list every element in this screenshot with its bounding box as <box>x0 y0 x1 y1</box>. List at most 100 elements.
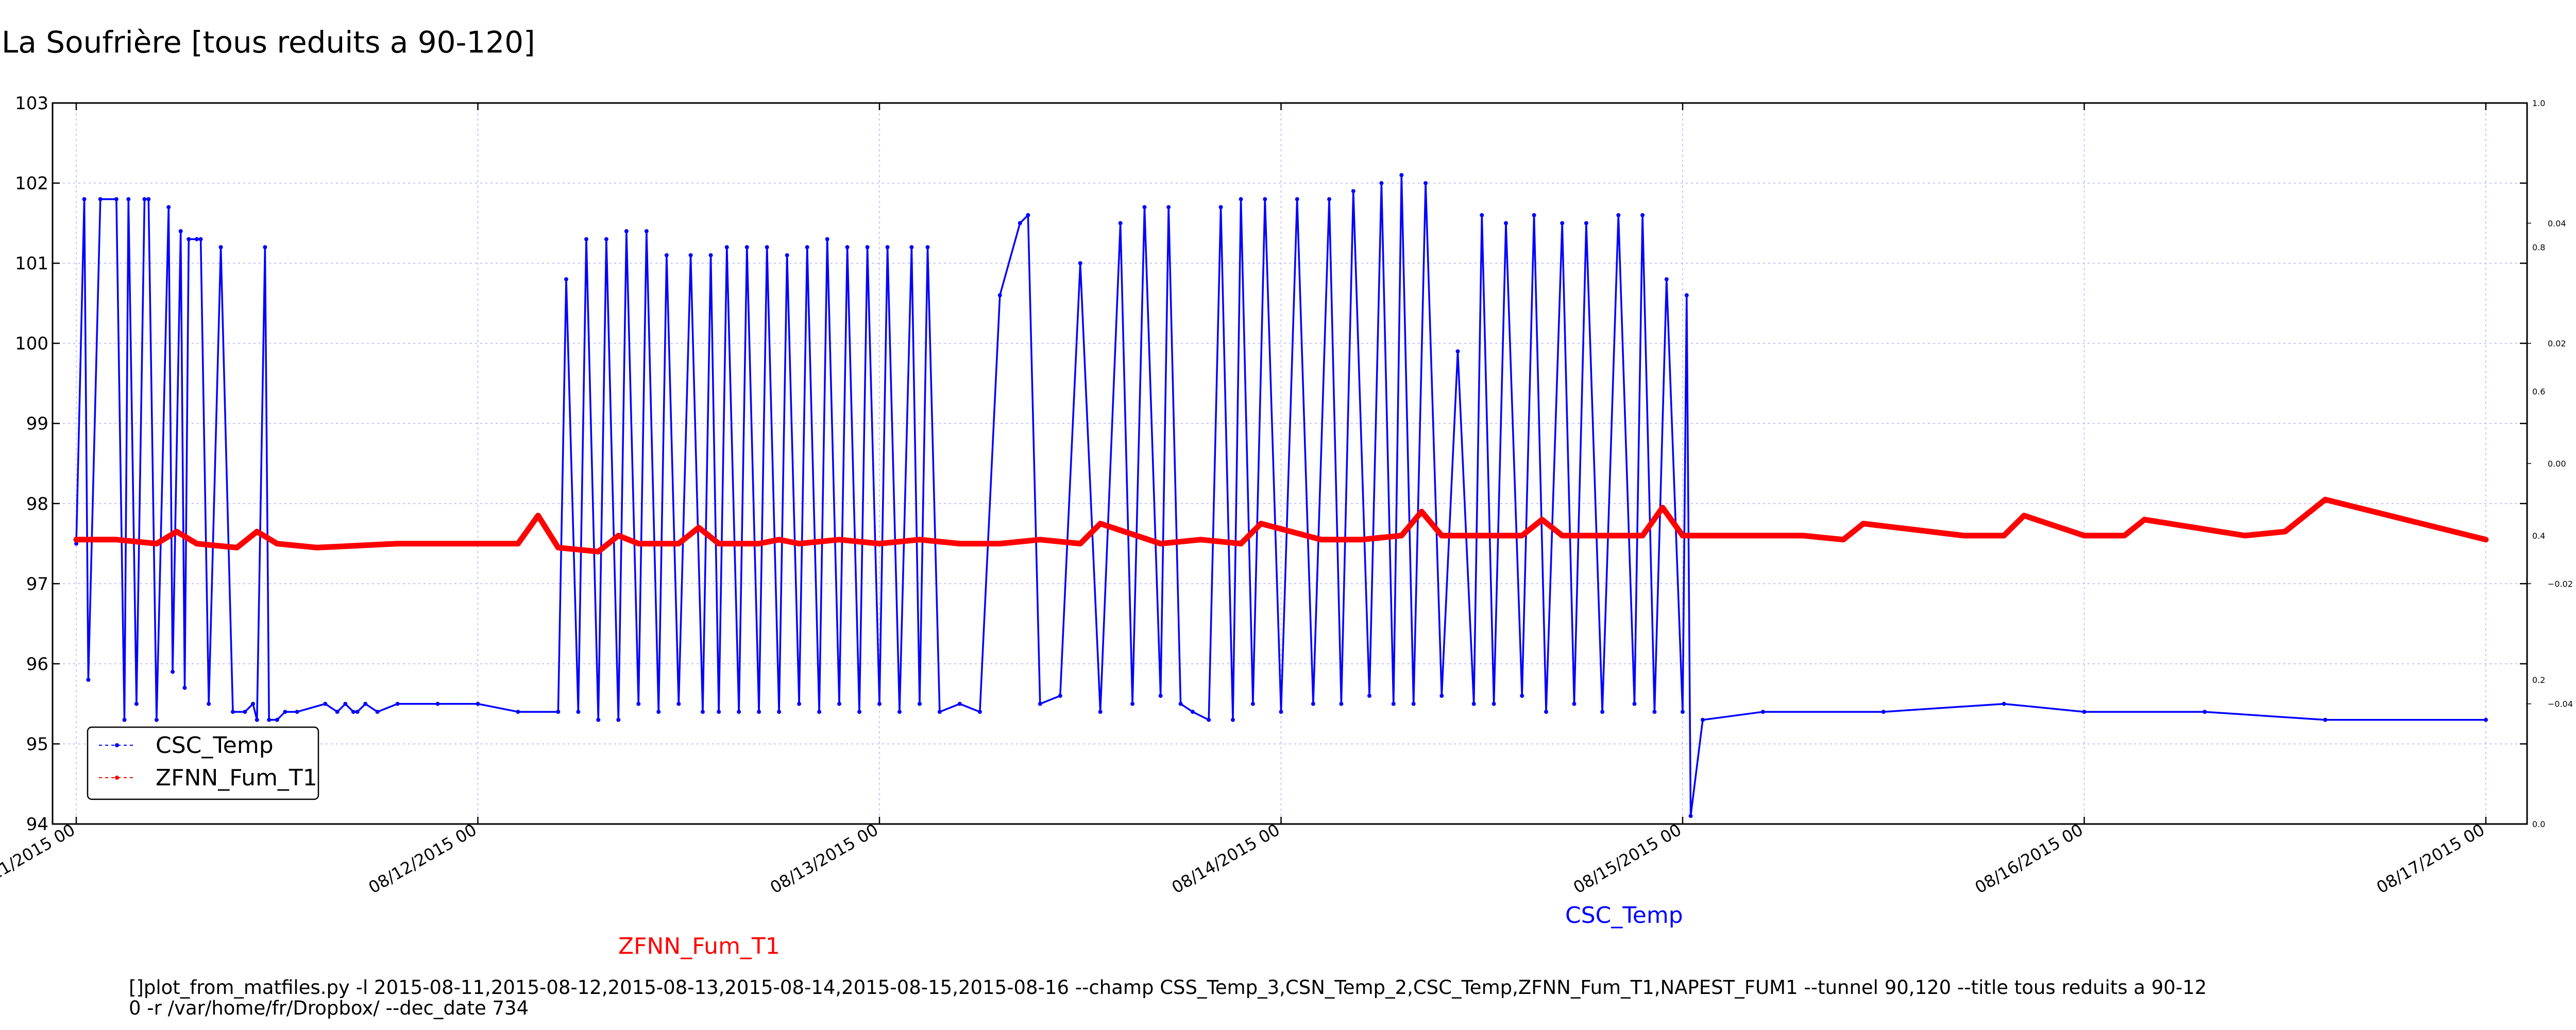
data-point-ZFNN_Fum_T1 <box>636 541 641 546</box>
data-point-CSC_Temp <box>556 710 561 714</box>
data-point-CSC_Temp <box>263 245 267 249</box>
data-point-CSC_Temp <box>708 253 713 258</box>
data-point-CSC_Temp <box>1881 710 1886 714</box>
y2-inner-tick-label: 0.04 <box>2548 218 2566 228</box>
data-point-ZFNN_Fum_T1 <box>2242 533 2248 538</box>
data-point-CSC_Temp <box>2323 717 2328 722</box>
data-point-CSC_Temp <box>644 229 649 233</box>
data-point-CSC_Temp <box>2082 710 2087 714</box>
y2-outer-tick-label: 0.0 <box>2532 819 2545 829</box>
data-point-CSC_Temp <box>351 710 355 714</box>
data-point-CSC_Temp <box>857 710 861 714</box>
data-point-CSC_Temp <box>171 670 175 674</box>
data-point-ZFNN_Fum_T1 <box>2081 533 2087 538</box>
data-point-CSC_Temp <box>335 710 340 714</box>
series-layer <box>73 173 2489 818</box>
data-point-CSC_Temp <box>126 197 131 201</box>
data-point-CSC_Temp <box>1231 717 1235 722</box>
data-point-ZFNN_Fum_T1 <box>2142 517 2147 522</box>
chart-title: La Soufrière [tous reduits a 90-120] <box>2 25 535 60</box>
data-point-CSC_Temp <box>997 293 1002 298</box>
data-point-CSC_Temp <box>187 237 191 242</box>
data-point-CSC_Temp <box>194 237 199 242</box>
data-point-CSC_Temp <box>701 710 705 714</box>
data-point-ZFNN_Fum_T1 <box>616 533 621 538</box>
data-point-CSC_Temp <box>243 710 247 714</box>
data-point-CSC_Temp <box>1600 710 1605 714</box>
data-point-CSC_Temp <box>1250 701 1255 706</box>
data-point-CSC_Temp <box>805 245 809 249</box>
data-point-CSC_Temp <box>1263 197 1267 201</box>
data-point-ZFNN_Fum_T1 <box>1800 533 1806 538</box>
data-point-CSC_Temp <box>295 710 299 714</box>
data-point-CSC_Temp <box>1455 349 1460 354</box>
data-point-ZFNN_Fum_T1 <box>113 537 119 542</box>
data-point-CSC_Temp <box>1760 710 1765 714</box>
y-tick-label: 95 <box>26 734 48 754</box>
data-point-CSC_Temp <box>1379 181 1384 185</box>
data-point-ZFNN_Fum_T1 <box>1519 533 1525 538</box>
data-point-CSC_Temp <box>957 701 962 706</box>
data-point-ZFNN_Fum_T1 <box>596 549 601 555</box>
legend-label-csc: CSC_Temp <box>156 732 274 759</box>
data-point-CSC_Temp <box>1423 181 1428 185</box>
data-point-CSC_Temp <box>516 710 520 714</box>
legend-marker-csc <box>115 743 119 747</box>
data-point-CSC_Temp <box>182 685 187 690</box>
data-point-ZFNN_Fum_T1 <box>2282 529 2288 535</box>
data-point-ZFNN_Fum_T1 <box>1077 541 1083 546</box>
data-point-ZFNN_Fum_T1 <box>2483 537 2488 542</box>
data-point-CSC_Temp <box>2202 710 2207 714</box>
data-point-CSC_Temp <box>198 237 203 242</box>
data-point-CSC_Temp <box>267 717 272 722</box>
data-point-ZFNN_Fum_T1 <box>555 545 561 551</box>
data-point-CSC_Temp <box>1279 710 1283 714</box>
data-point-CSC_Temp <box>283 710 287 714</box>
data-point-ZFNN_Fum_T1 <box>1640 533 1646 538</box>
y-axis: 94 95 96 97 98 99 100 101 102 103 <box>15 93 2527 835</box>
data-point-CSC_Temp <box>1130 701 1135 706</box>
x-tick-label: 08/17/2015 00 <box>2373 820 2488 898</box>
legend-marker-zfnn <box>115 776 119 780</box>
data-point-CSC_Temp <box>564 277 568 282</box>
data-point-CSC_Temp <box>207 701 211 706</box>
caption-csc: CSC_Temp <box>1565 902 1683 929</box>
data-point-CSC_Temp <box>845 245 850 249</box>
data-point-ZFNN_Fum_T1 <box>254 529 260 535</box>
y-tick-label: 100 <box>15 334 48 354</box>
data-point-CSC_Temp <box>584 237 588 242</box>
data-point-ZFNN_Fum_T1 <box>1158 541 1163 546</box>
data-point-ZFNN_Fum_T1 <box>1359 537 1364 542</box>
x-axis: 08/11/2015 00 08/12/2015 00 08/13/2015 00 0… <box>0 103 2488 898</box>
y-tick-label: 101 <box>15 253 48 274</box>
data-point-CSC_Temp <box>1351 189 1355 194</box>
data-point-CSC_Temp <box>1688 814 1693 818</box>
data-point-CSC_Temp <box>375 710 380 714</box>
data-point-ZFNN_Fum_T1 <box>535 513 541 519</box>
legend-box <box>87 726 319 800</box>
data-point-CSC_Temp <box>777 710 782 714</box>
data-point-CSC_Temp <box>624 229 629 233</box>
data-point-ZFNN_Fum_T1 <box>756 541 762 546</box>
x-tick-label: 08/12/2015 00 <box>365 820 480 898</box>
data-point-ZFNN_Fum_T1 <box>997 541 1003 546</box>
data-point-CSC_Temp <box>1018 221 1022 226</box>
data-point-CSC_Temp <box>688 253 693 258</box>
data-point-ZFNN_Fum_T1 <box>1419 509 1425 514</box>
data-point-CSC_Temp <box>98 197 103 201</box>
data-point-ZFNN_Fum_T1 <box>1539 517 1545 522</box>
data-point-CSC_Temp <box>1504 221 1508 226</box>
data-point-CSC_Temp <box>363 701 368 706</box>
y2-inner-tick-label: 0.00 <box>2548 459 2566 469</box>
data-point-ZFNN_Fum_T1 <box>2021 513 2027 519</box>
data-point-ZFNN_Fum_T1 <box>1258 521 1264 526</box>
data-point-CSC_Temp <box>1632 701 1637 706</box>
x-tick-label: 08/15/2015 00 <box>1570 820 1685 898</box>
data-point-CSC_Temp <box>1471 701 1476 706</box>
data-point-CSC_Temp <box>1058 694 1062 698</box>
command-line-1: []plot_from_matfiles.py -l 2015-08-11,20… <box>129 976 2207 999</box>
data-point-CSC_Temp <box>1142 205 1147 210</box>
data-point-CSC_Temp <box>1701 717 1705 722</box>
data-point-CSC_Temp <box>604 237 608 242</box>
